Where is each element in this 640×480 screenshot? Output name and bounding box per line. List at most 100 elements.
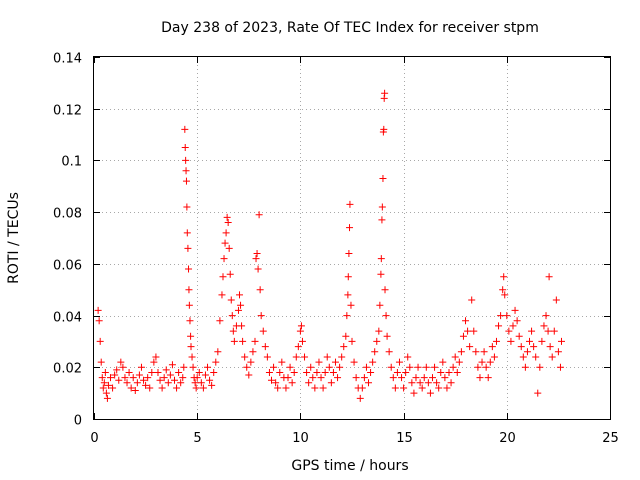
y-tick-label: 0.12 [53,104,82,119]
data-point [513,317,521,325]
data-point [238,322,246,330]
x-tick-label: 10 [292,431,309,446]
data-point [393,368,401,376]
data-point [305,379,313,387]
data-point [185,286,193,294]
data-point [247,358,255,366]
data-point [268,376,276,384]
y-tick-label: 0.02 [53,362,82,377]
data-point [158,384,166,392]
chart-title: Day 238 of 2023, Rate Of TEC Index for r… [161,20,539,36]
data-point [530,343,538,351]
data-point [197,379,205,387]
data-point [375,327,383,335]
data-point [545,273,553,281]
data-point [433,379,441,387]
data-point [362,363,370,371]
data-point [347,301,355,309]
data-point [181,144,189,151]
data-point [526,337,534,345]
y-tick-label: 0.04 [53,311,82,326]
data-point [550,327,558,335]
data-point [369,358,377,366]
data-point [253,250,261,258]
data-point [360,374,368,382]
data-point [552,296,560,304]
data-point [327,379,335,387]
data-point [515,332,523,340]
data-point [482,363,490,371]
data-point [204,363,212,371]
data-point [325,363,333,371]
data-point [223,213,231,221]
data-point [298,337,306,345]
data-point [184,244,192,252]
y-tick-label: 0.08 [53,207,82,222]
data-point [104,381,112,389]
data-point [382,312,390,320]
data-point [241,353,249,361]
data-point [94,306,102,314]
data-point [428,374,436,382]
data-point [387,363,395,371]
data-point [334,374,342,382]
data-point [191,379,199,387]
data-point [193,374,201,382]
data-point [431,363,439,371]
data-point [344,291,352,299]
data-point [350,358,358,366]
data-point [554,348,562,356]
data-point [180,363,188,371]
axis-ticks [94,57,611,420]
data-point [424,379,432,387]
data-point [451,353,459,361]
data-point [346,224,354,232]
data-point [365,379,373,387]
data-point [484,374,492,382]
data-point [111,371,119,379]
data-point [187,343,195,351]
data-point [437,368,445,376]
data-point [336,363,344,371]
data-point [255,211,263,219]
data-point [340,343,348,351]
data-point [546,343,554,351]
data-point [490,353,498,361]
data-point [459,332,467,340]
data-point [206,376,214,384]
data-point [135,371,143,379]
data-point [544,327,552,335]
data-point [447,379,455,387]
data-point [192,384,200,392]
data-point [113,366,121,374]
data-point [119,363,127,371]
data-point [252,255,260,263]
data-point [439,358,447,366]
data-point [100,379,108,387]
data-point [548,353,556,361]
data-point [148,368,156,376]
data-point [542,312,550,320]
data-point [346,200,354,208]
data-point [367,368,375,376]
data-point [185,265,193,273]
data-point [344,273,352,281]
data-point [219,273,227,281]
data-point [455,358,463,366]
data-point [261,343,269,351]
data-point [218,291,226,299]
data-point [532,353,540,361]
data-point [507,337,515,345]
x-tick-label: 25 [602,431,619,446]
data-point [216,317,224,325]
data-point [385,348,393,356]
data-point [185,301,193,309]
data-point [449,363,457,371]
data-point [182,167,190,175]
data-point [239,337,247,345]
data-point [492,337,500,345]
data-point [101,368,109,376]
x-tick-label: 20 [499,431,516,446]
data-point [377,255,385,263]
data-point [256,286,264,294]
